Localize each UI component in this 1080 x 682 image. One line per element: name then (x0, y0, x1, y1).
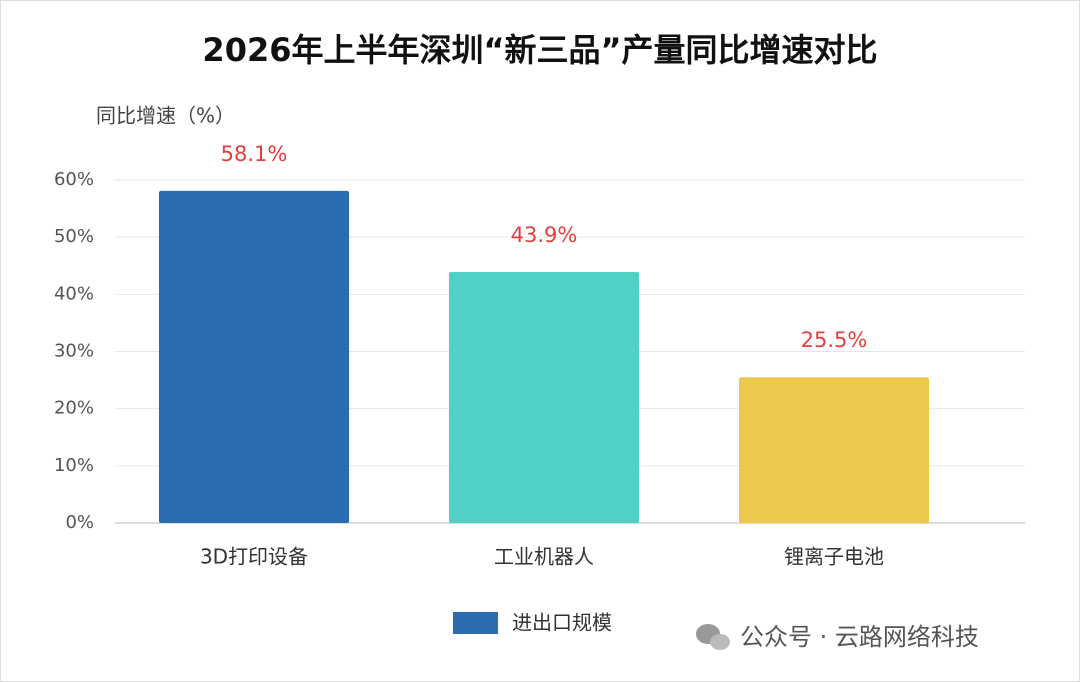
watermark: 公众号 · 云路网络科技 (696, 623, 979, 651)
value-label: 43.9% (511, 223, 578, 247)
chart-title: 2026年上半年深圳“新三品”产量同比增速对比 (202, 31, 877, 69)
y-tick-label: 40% (54, 283, 94, 304)
y-tick-label: 60% (54, 169, 94, 190)
x-tick-label: 工业机器人 (494, 545, 594, 569)
x-tick-label: 3D打印设备 (200, 545, 308, 569)
y-tick-label: 30% (54, 341, 94, 362)
y-tick-label: 50% (54, 226, 94, 247)
bar (159, 190, 349, 523)
legend-swatch (453, 612, 498, 634)
y-tick-label: 10% (54, 455, 94, 476)
bar (449, 272, 639, 523)
y-tick-label: 0% (65, 512, 94, 533)
y-tick-label: 20% (54, 398, 94, 419)
value-label: 25.5% (801, 328, 868, 352)
legend-label: 进出口规模 (512, 611, 612, 635)
y-axis-label: 同比增速（%） (96, 104, 235, 128)
value-label: 58.1% (221, 142, 288, 166)
watermark-icon (710, 634, 730, 650)
bar (739, 377, 929, 523)
x-tick-label: 锂离子电池 (784, 545, 884, 569)
watermark-text: 公众号 · 云路网络科技 (740, 623, 979, 651)
